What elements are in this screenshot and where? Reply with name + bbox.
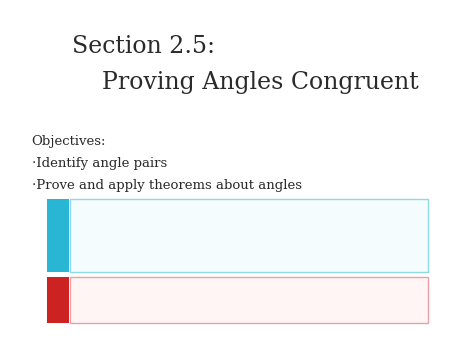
Text: Section 2.5:: Section 2.5:: [72, 35, 215, 58]
FancyBboxPatch shape: [70, 199, 427, 272]
FancyBboxPatch shape: [47, 199, 69, 272]
Text: ·Identify angle pairs: ·Identify angle pairs: [32, 157, 167, 170]
Text: ·Prove and apply theorems about angles: ·Prove and apply theorems about angles: [32, 179, 302, 192]
FancyBboxPatch shape: [70, 277, 427, 323]
Text: Proving Angles Congruent: Proving Angles Congruent: [72, 71, 419, 94]
FancyBboxPatch shape: [47, 277, 69, 323]
Text: Objectives:: Objectives:: [32, 135, 106, 148]
